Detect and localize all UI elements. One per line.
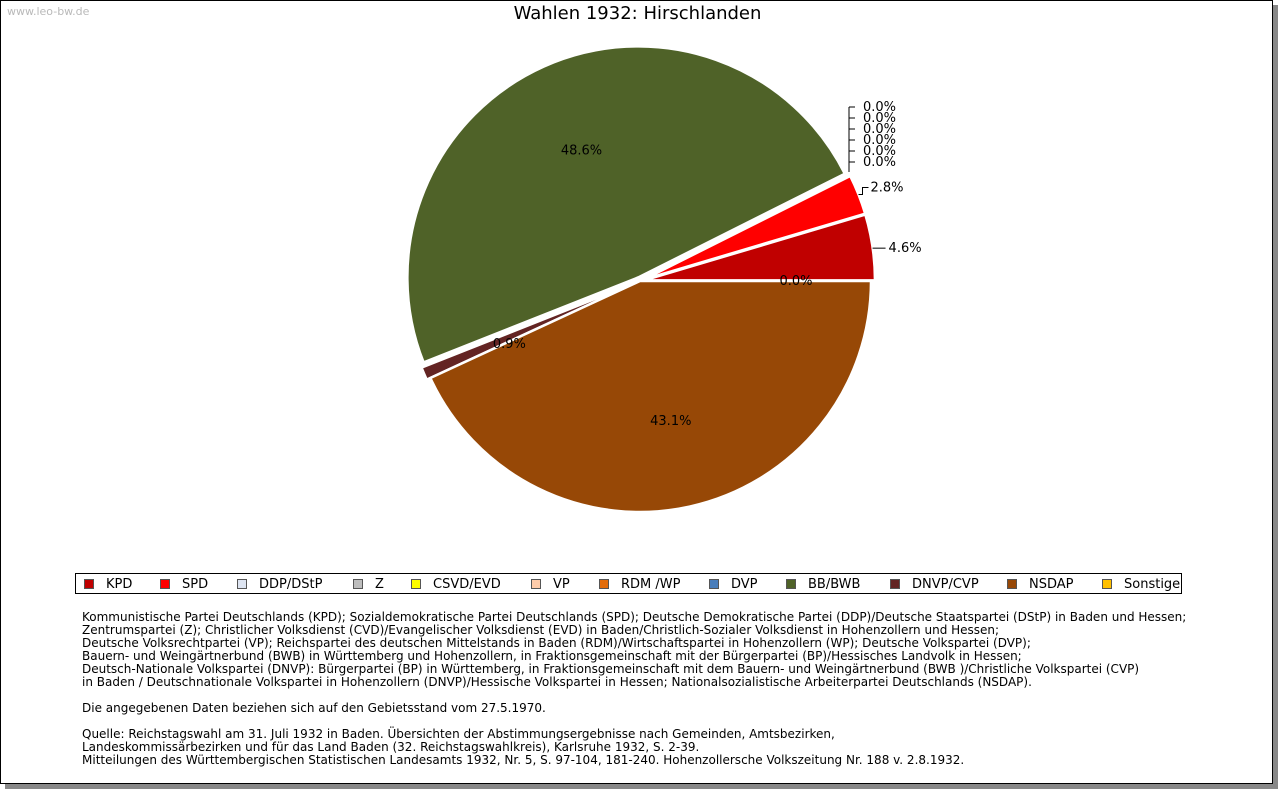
legend-swatch [411,579,421,589]
pie-label-rdm-wp: 0.0% [863,144,896,159]
pie-label-spd: 2.8% [870,180,903,195]
note-line: Deutsch-Nationale Volkspartei (DNVP): Bü… [82,662,1140,676]
legend-label: Sonstige [1124,577,1181,592]
pie-label-nsdap: 43.1% [650,414,691,429]
leader-line-spd [858,186,869,195]
legend: KPD SPD DDP/DStP Z CSVD/EVD VP RDM /WP D… [75,573,1182,594]
legend-label: DNVP/CVP [912,577,979,592]
legend-label: VP [553,577,570,592]
note-line: Zentrumspartei (Z); Christlicher Volksdi… [82,623,1000,637]
pie-label-z: 0.0% [863,111,896,126]
note-line: Kommunistische Partei Deutschlands (KPD)… [82,610,1187,624]
pie-label-ddp-dstp: 0.0% [863,100,896,115]
legend-swatch [531,579,541,589]
legend-swatch [599,579,609,589]
legend-label: BB/BWB [808,577,861,592]
legend-label: DDP/DStP [259,577,323,592]
legend-swatch [1007,579,1017,589]
pie-slice-spd [643,174,867,281]
pie-label-dnvp-cvp: 0.9% [493,337,526,352]
source-line: Landeskommissärbezirken und für das Land… [82,740,700,754]
pie-label-dvp: 0.0% [863,155,896,170]
legend-label: CSVD/EVD [433,577,501,592]
pie-label-csvd-evd: 0.0% [863,122,896,137]
legend-swatch [786,579,796,589]
pie-chart: 4.6%2.8%48.6%0.9%43.1%0.0%0.0%0.0%0.0%0.… [406,45,922,514]
source-line: Mitteilungen des Württembergischen Stati… [82,753,965,767]
legend-label: KPD [106,577,133,592]
source-line: Quelle: Reichstagswahl am 31. Juli 1932 … [82,727,835,741]
note-line: Bauern- und Weingärtnerbund (BWB) in Wür… [82,649,1022,663]
legend-swatch [84,579,94,589]
legend-swatch [1102,579,1112,589]
pie-label-sonstige: 0.0% [779,274,812,289]
pie-label-vp: 0.0% [863,133,896,148]
territory-note: Die angegebenen Daten beziehen sich auf … [82,701,546,715]
pie-label-kpd: 4.6% [889,241,922,256]
legend-swatch [709,579,719,589]
note-line: Deutsche Volksrechtpartei (VP); Reichspa… [82,636,1031,650]
note-line: in Baden / Deutschnationale Volkspartei … [82,675,1032,689]
pie-slice-nsdap [428,279,873,514]
legend-label: DVP [731,577,758,592]
notes: Kommunistische Partei Deutschlands (KPD)… [82,611,1186,767]
watermark: www.leo-bw.de [7,5,90,18]
pie-label-bb-bwb: 48.6% [561,143,602,158]
legend-swatch [890,579,900,589]
legend-label: NSDAP [1029,577,1074,592]
legend-label: RDM /WP [621,577,681,592]
pie-slice-bb-bwb [406,45,847,365]
legend-swatch [160,579,170,589]
legend-label: Z [375,577,384,592]
legend-swatch [353,579,363,589]
legend-swatch [237,579,247,589]
legend-label: SPD [182,577,209,592]
chart-title: Wahlen 1932: Hirschlanden [513,3,762,24]
